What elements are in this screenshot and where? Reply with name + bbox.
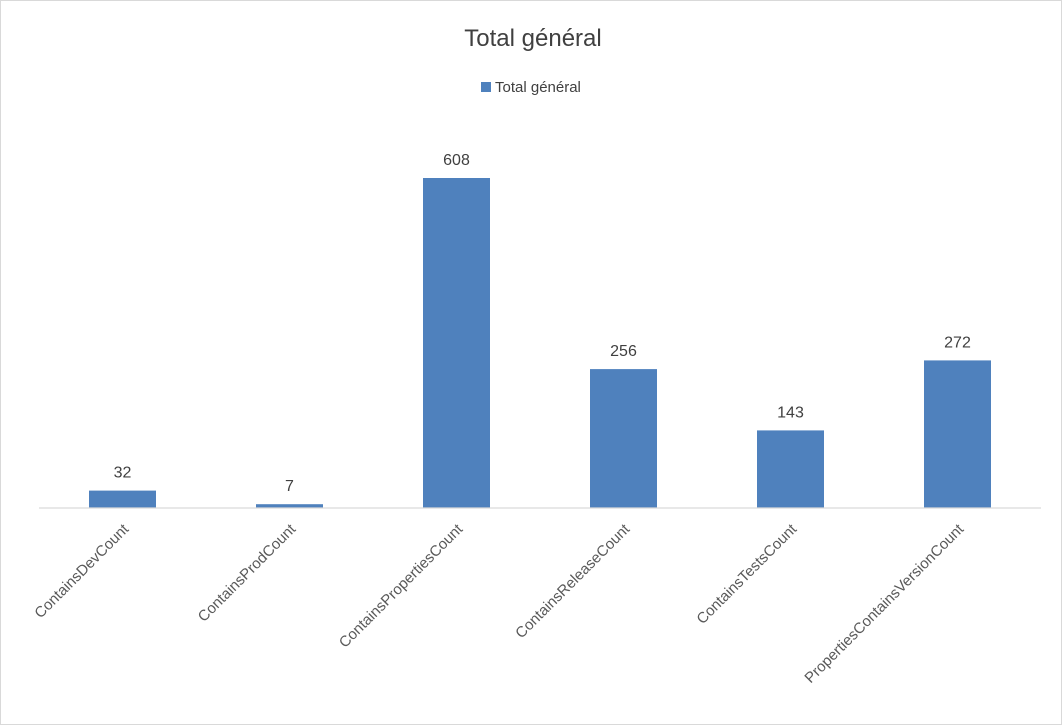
category-label-ContainsTestsCount: ContainsTestsCount xyxy=(693,520,801,628)
bar-ContainsProdCount xyxy=(256,504,323,508)
legend-swatch xyxy=(481,82,491,92)
category-label-ContainsProdCount: ContainsProdCount xyxy=(195,520,300,625)
labels-layer: 32 7 608 256 143 272 xyxy=(114,152,971,495)
bar-PropertiesContainsVersionCount xyxy=(924,360,991,508)
bars-layer xyxy=(89,178,991,508)
category-label-ContainsReleaseCount: ContainsReleaseCount xyxy=(512,520,634,642)
data-label-ContainsReleaseCount: 256 xyxy=(610,343,637,360)
data-label-ContainsPropertiesCount: 608 xyxy=(443,152,470,169)
bar-ContainsTestsCount xyxy=(757,430,824,508)
legend: Total général xyxy=(481,79,581,96)
data-label-ContainsDevCount: 32 xyxy=(114,465,132,482)
category-labels: ContainsDevCount ContainsProdCount Contain… xyxy=(31,520,968,686)
data-label-ContainsProdCount: 7 xyxy=(285,478,294,495)
data-label-PropertiesContainsVersionCount: 272 xyxy=(944,334,971,351)
category-label-PropertiesContainsVersionCount: PropertiesContainsVersionCount xyxy=(801,520,967,686)
category-label-ContainsPropertiesCount: ContainsPropertiesCount xyxy=(336,520,467,651)
bar-ContainsPropertiesCount xyxy=(423,178,490,508)
data-label-ContainsTestsCount: 143 xyxy=(777,404,804,421)
chart-title: Total général xyxy=(464,25,601,52)
bar-ContainsDevCount xyxy=(89,490,156,508)
bar-ContainsReleaseCount xyxy=(590,369,657,508)
category-label-ContainsDevCount: ContainsDevCount xyxy=(31,520,133,622)
legend-label: Total général xyxy=(495,79,581,96)
